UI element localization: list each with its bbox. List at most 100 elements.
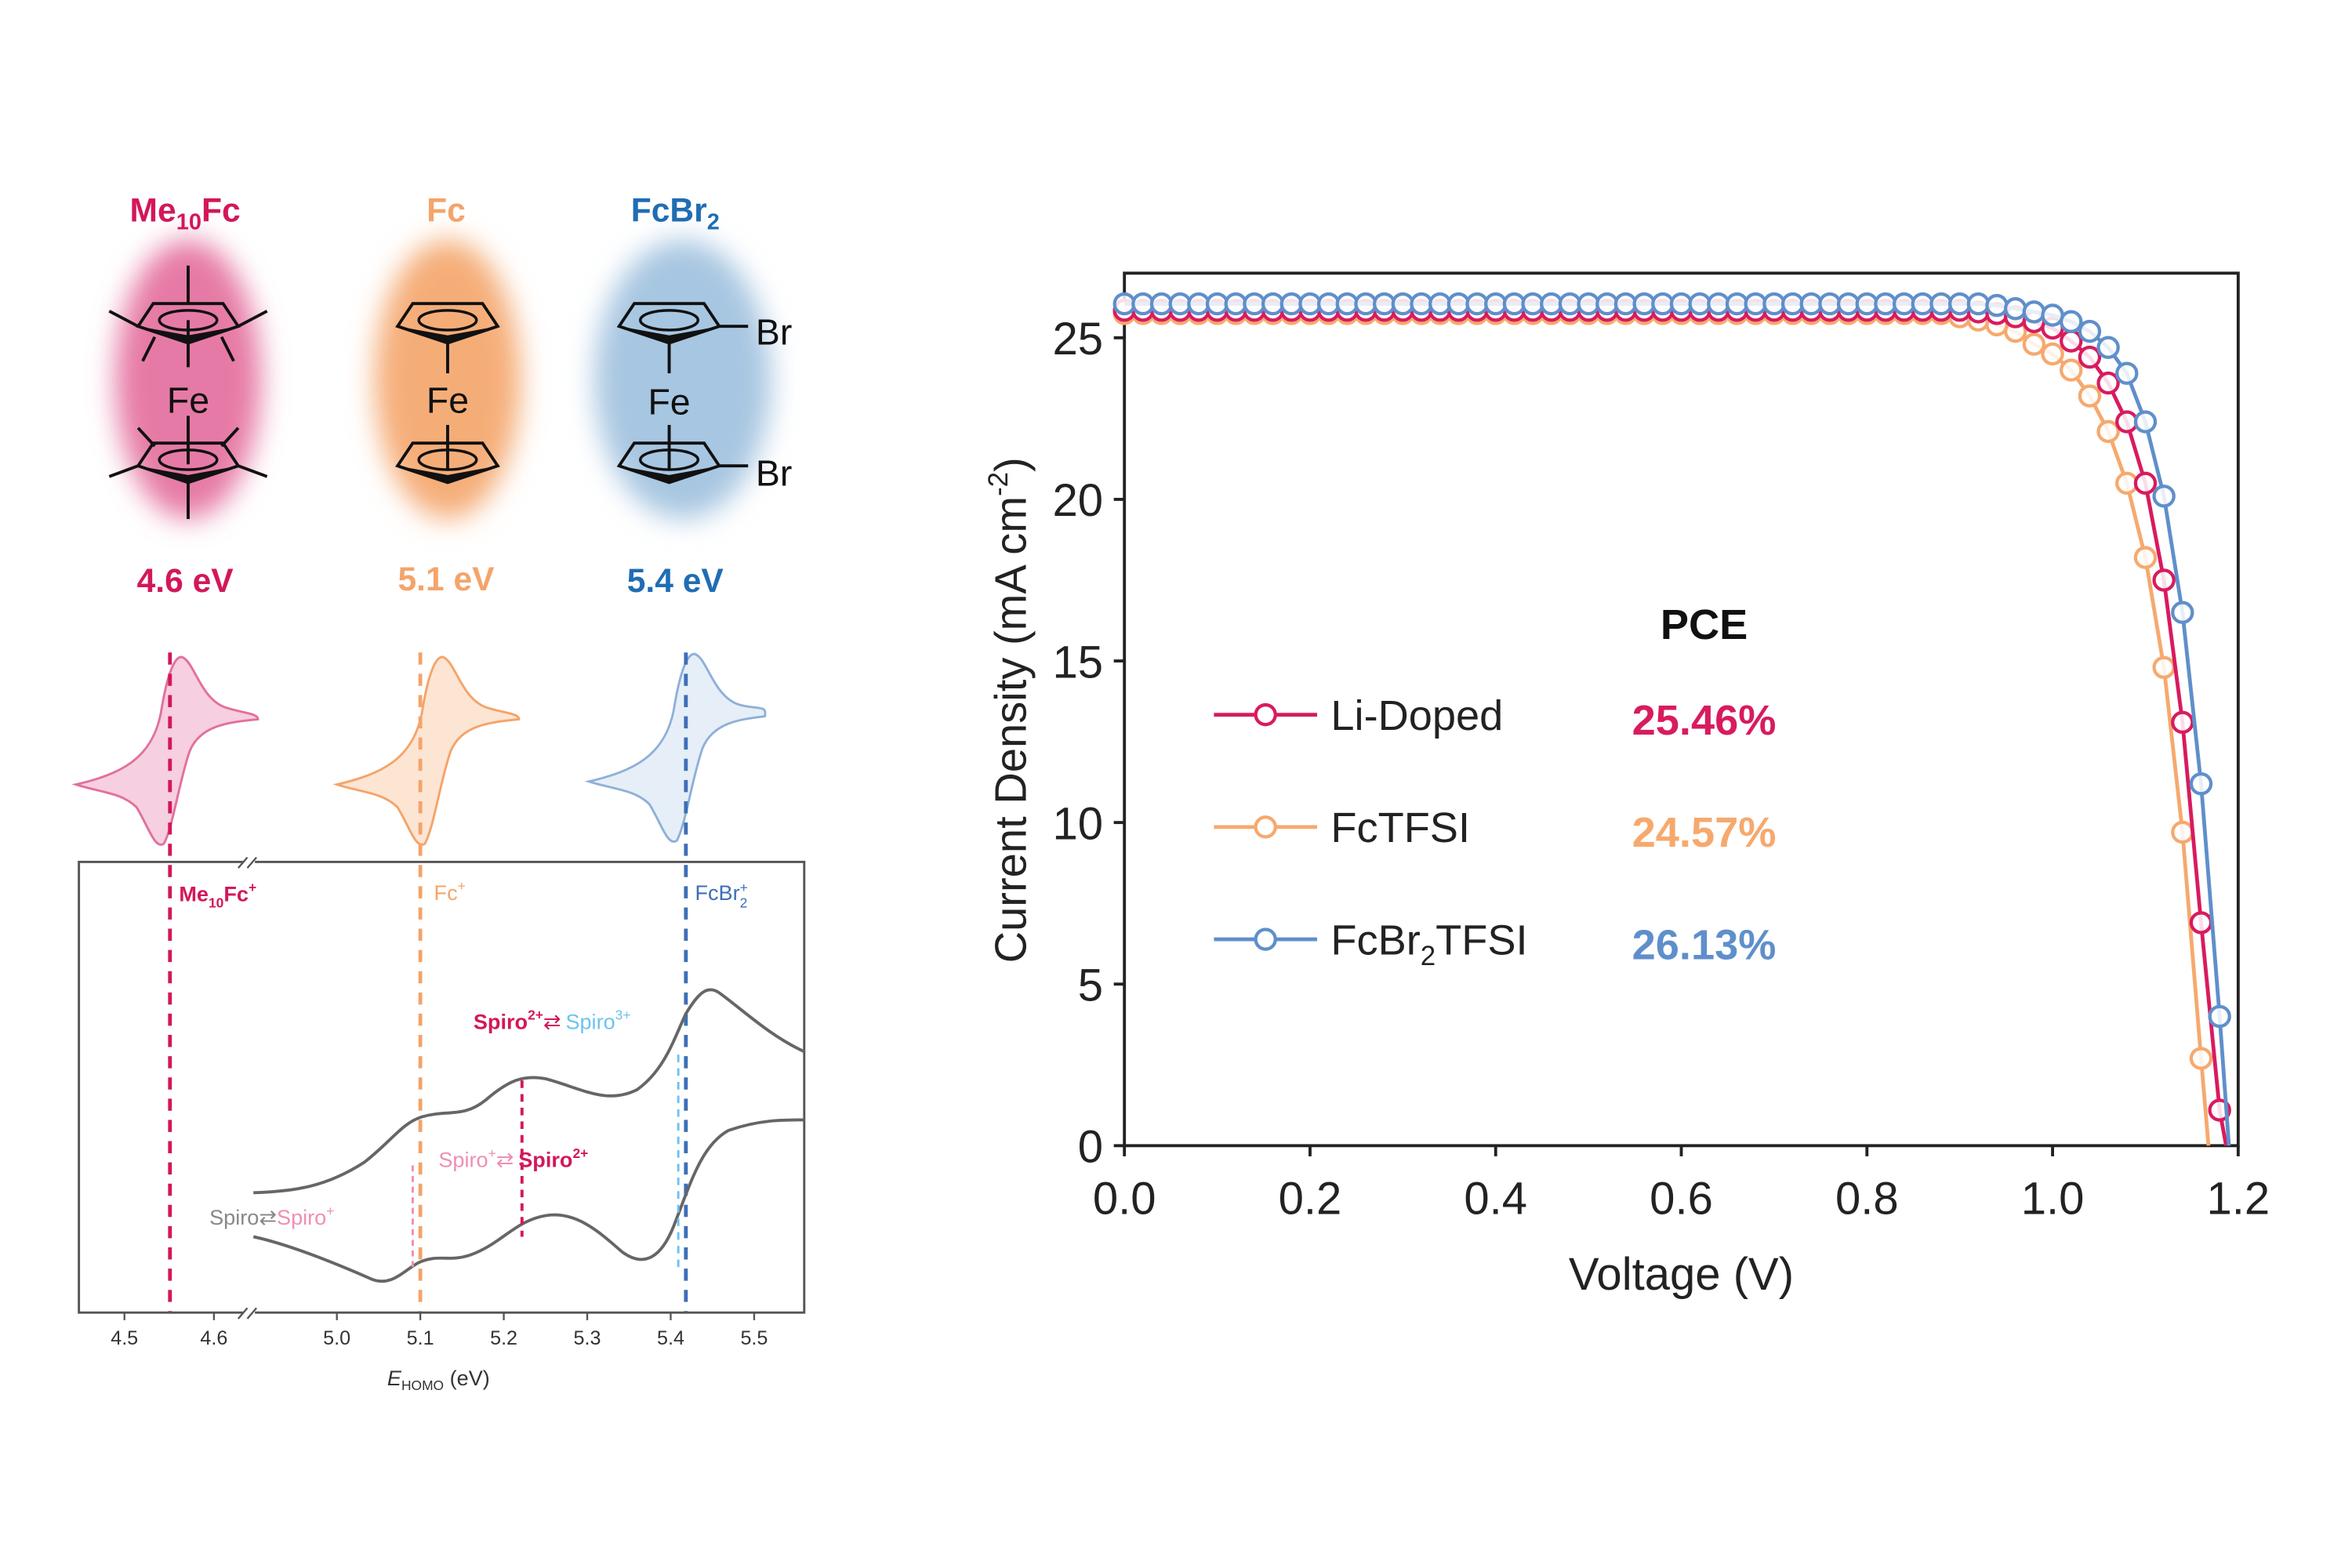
iron-atom: Fe xyxy=(648,381,690,422)
legend-title: PCE xyxy=(1661,601,1748,648)
y-tick-label: 0 xyxy=(1078,1122,1103,1173)
y-tick-label: 20 xyxy=(1053,475,1104,526)
data-point xyxy=(1224,292,1247,316)
data-point xyxy=(2022,300,2046,324)
iron-atom: Fe xyxy=(426,379,469,420)
data-point xyxy=(1725,292,1749,316)
jv-chart: 0.0 0.2 0.4 0.6 0.8 1.0 1.2 0 5 10 15 20 25 Voltage … xyxy=(983,271,2270,1300)
data-point xyxy=(1205,292,1229,316)
cv-curves xyxy=(71,652,767,846)
data-point xyxy=(2152,568,2176,592)
data-point xyxy=(1985,293,2009,318)
legend-item: Li-Doped 25.46% xyxy=(1214,692,1776,744)
data-point xyxy=(1762,292,1786,316)
data-point xyxy=(2078,345,2102,369)
legend-marker-icon xyxy=(1254,702,1277,727)
data-point xyxy=(1595,292,1619,316)
x-tick-label: 1.2 xyxy=(2206,1173,2270,1224)
data-point xyxy=(1577,292,1600,316)
energy-panel: 4.5 4.6 5.0 5.1 5.2 5.3 5.4 5.5 EHOMO (eV) Me10… xyxy=(78,852,806,1393)
panel-frame xyxy=(78,860,806,1314)
iron-atom: Fe xyxy=(167,379,209,420)
molecule-fcbr2: FcBr2 Br Fe Br 5.4 eV xyxy=(594,192,792,600)
data-point xyxy=(2152,655,2176,679)
data-point xyxy=(1874,292,1897,316)
energy-axis-title: EHOMO (eV) xyxy=(387,1366,490,1393)
molecule-fc: Fc Fe 5.1 eV xyxy=(375,192,521,598)
glow-blue xyxy=(594,239,771,519)
data-point xyxy=(1892,292,1916,316)
cp-ring-top xyxy=(108,265,268,368)
data-point xyxy=(1484,292,1508,316)
annotation-spiro2-spiro3: Spiro2+⇄ Spiro3+ xyxy=(474,1007,631,1034)
energy-label: 5.1 eV xyxy=(397,561,495,598)
x-tick-label: 0.6 xyxy=(1650,1173,1713,1224)
data-point xyxy=(1428,292,1452,316)
molecule-title: Me10Fc xyxy=(130,192,241,235)
energy-tick-label: 5.1 xyxy=(407,1327,434,1349)
data-point xyxy=(1446,292,1471,316)
y-tick-label: 5 xyxy=(1078,960,1103,1011)
spiro-cv-upper xyxy=(253,988,805,1195)
x-tick-label: 0.4 xyxy=(1464,1173,1527,1224)
bromine-atom: Br xyxy=(756,452,792,493)
molecule-me10fc: Me10Fc Fe 4.6 eV xyxy=(108,192,268,600)
data-point xyxy=(2115,471,2139,495)
data-point xyxy=(2003,297,2027,321)
y-axis-title: Current Density (mA cm-2) xyxy=(983,457,1035,963)
data-point xyxy=(2152,485,2176,508)
data-point xyxy=(1279,292,1303,316)
data-point xyxy=(1131,292,1155,316)
cp-ring-bottom xyxy=(396,424,499,485)
y-tick-label: 10 xyxy=(1053,798,1104,849)
cp-ring-bottom xyxy=(617,424,749,485)
data-point xyxy=(2060,310,2083,333)
cp-ring-top xyxy=(617,302,749,374)
data-point xyxy=(1391,292,1415,316)
data-point xyxy=(1372,292,1396,316)
legend-item: FcBr2TFSI 26.13% xyxy=(1214,916,1776,971)
data-point xyxy=(1168,292,1192,316)
x-axis-title: Voltage (V) xyxy=(1569,1249,1794,1300)
data-point xyxy=(1929,292,1953,316)
data-point xyxy=(1521,292,1544,316)
data-point xyxy=(2133,471,2158,495)
data-point xyxy=(2060,358,2083,382)
energy-tick-label: 5.3 xyxy=(574,1327,601,1349)
data-point xyxy=(2115,361,2139,385)
data-point xyxy=(2171,710,2194,735)
x-tick-label: 0.2 xyxy=(1279,1173,1342,1224)
molecule-title: FcBr2 xyxy=(631,192,720,235)
cation-label-me10fc: Me10Fc+ xyxy=(179,880,256,910)
energy-tick-label: 5.5 xyxy=(740,1327,768,1349)
data-point xyxy=(2189,1047,2213,1070)
series-fcbr-tfsi xyxy=(1112,292,2231,1146)
cv-curve-pink xyxy=(71,655,260,846)
data-point xyxy=(2133,546,2158,569)
data-point xyxy=(2189,771,2213,796)
data-point xyxy=(1780,292,1805,316)
data-point xyxy=(1744,292,1767,316)
data-point xyxy=(2171,601,2194,624)
data-point xyxy=(1707,292,1730,316)
data-point xyxy=(2096,419,2120,444)
y-tick-label: 15 xyxy=(1053,637,1104,688)
data-point xyxy=(1558,292,1582,316)
energy-tick-label: 5.0 xyxy=(323,1327,350,1349)
energy-label: 5.4 eV xyxy=(627,562,724,600)
data-point xyxy=(1799,292,1823,316)
energy-tick-label: 5.4 xyxy=(657,1327,684,1349)
energy-tick-label: 4.5 xyxy=(111,1327,138,1349)
pce-value: 25.46% xyxy=(1632,697,1777,744)
data-point xyxy=(1947,292,1972,316)
data-point xyxy=(1243,292,1266,316)
pce-value: 26.13% xyxy=(1632,921,1777,968)
data-point xyxy=(1410,292,1433,316)
y-tick-label: 25 xyxy=(1053,314,1104,365)
annotation-spiro1-spiro2: Spiro+⇄ Spiro2+ xyxy=(438,1145,588,1172)
data-point xyxy=(1818,292,1842,316)
data-point xyxy=(1669,292,1693,316)
cation-label-fc: Fc+ xyxy=(434,878,466,905)
data-point xyxy=(1261,292,1285,316)
